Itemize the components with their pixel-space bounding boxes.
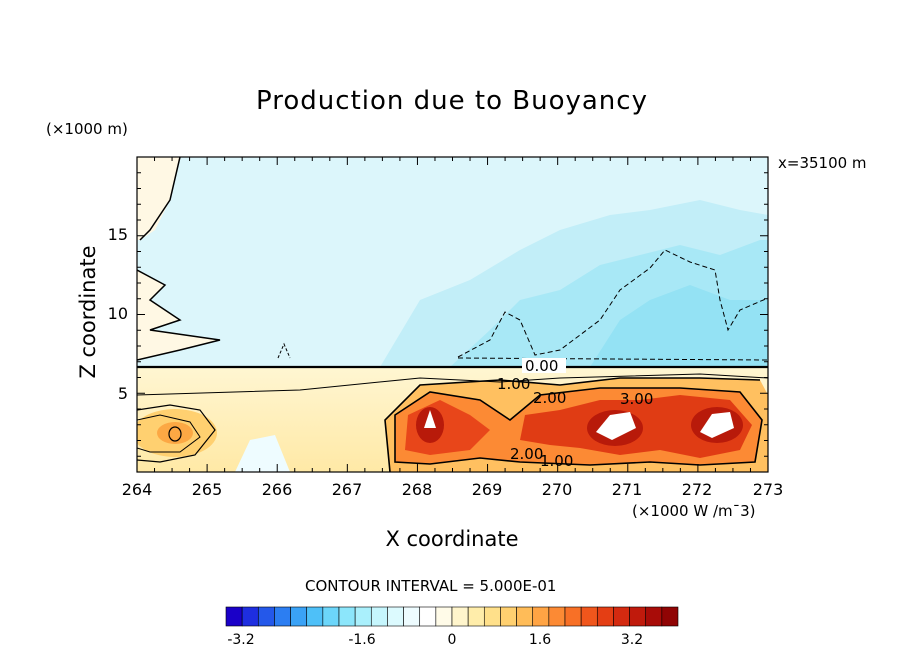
position-label: x=35100 m [778,154,867,172]
x-tick-label: 267 [331,480,363,499]
max-2 [596,412,636,440]
contour-dashed-2 [457,357,768,361]
x-axis-label: X coordinate [385,527,519,551]
colorbar-cell [338,606,356,627]
contour-label: 1.00 [540,452,573,470]
colorbar-cell [516,606,534,627]
contour-5 [137,414,201,453]
colorbar-cell [661,606,679,627]
contour-dashed-1 [457,249,768,358]
contour-1 [137,373,768,396]
x-tick-label: 272 [681,480,713,499]
x-tick-label: 270 [541,480,573,499]
y-tick-label: 10 [107,304,128,323]
colorbar [225,606,679,627]
contour-3 [394,387,763,466]
colorbar-cell [387,606,404,627]
cyan-band-3 [590,285,768,367]
x-tick-label: 273 [752,480,784,499]
colorbar-cell [645,606,663,627]
colorbar-cell [257,606,275,627]
colorbar-cell [306,606,324,627]
colorbar-cell [241,606,259,627]
contour-interval: CONTOUR INTERVAL = 5.000E-01 [305,577,557,595]
x-tick-label: 266 [261,480,293,499]
colorbar-cell [467,606,485,627]
contour-2 [384,377,761,472]
heat-1b [157,422,193,444]
colorbar-tick-label: -1.6 [348,632,376,648]
contour-label: 0.00 [525,357,558,375]
colorbar-cell [564,606,582,627]
contour-6 [168,426,182,442]
colorbar-cell [354,606,372,627]
contour-label: 1.00 [497,375,530,393]
colorbar-cell [483,606,501,627]
contour-label-group: 0.00 1.00 2.00 3.00 2.00 1.00 [497,357,653,470]
y-tick-label: 5 [117,384,128,403]
colorbar-cell [370,606,388,627]
y-tick-label: 15 [107,225,128,244]
x-tick-label: 271 [611,480,643,499]
colorbar-cell [225,606,243,627]
contour-solid [139,157,181,241]
colorbar-tick-label: 0 [447,632,457,648]
colorbar-cell [419,606,437,627]
y-axis-unit: (×1000 m) [46,120,128,138]
colorbar-tick-label: 3.2 [620,632,644,648]
chart-title: Production due to Buoyancy [256,86,648,116]
x-axis-unit: (×1000 W /m¯3) [632,502,756,520]
upper-left-pale [137,157,180,240]
colorbar-cell [532,606,550,627]
x-tick-label: 264 [121,480,153,499]
colorbar-cell [435,606,453,627]
colorbar-cell [548,606,566,627]
colorbar-tick-label: 1.6 [528,632,552,648]
contour-label: 3.00 [620,390,653,408]
x-tick-label: 265 [191,480,223,499]
colorbar-cell [274,606,291,627]
max-3 [700,412,734,438]
y-axis-label: Z coordinate [76,245,100,379]
colorbar-cell [580,606,598,627]
cool-patch [235,435,290,472]
colorbar-cell [500,606,517,627]
contour-4 [137,404,216,463]
colorbar-tick-label: -3.2 [227,632,255,648]
colorbar-cell [629,606,647,627]
colorbar-cell [596,606,614,627]
contour-label: 2.00 [533,389,566,407]
contour-dashed-3 [277,342,291,359]
colorbar-cell [403,606,421,627]
colorbar-cell [322,606,340,627]
contour-solid-2 [137,269,221,361]
axis-ticks [136,156,769,473]
contour-label: 2.00 [510,445,543,463]
x-tick-label: 268 [401,480,433,499]
x-tick-label: 269 [471,480,503,499]
colorbar-cell [451,606,469,627]
colorbar-cell [290,606,308,627]
max-1 [424,410,436,428]
colorbar-cell [613,606,630,627]
